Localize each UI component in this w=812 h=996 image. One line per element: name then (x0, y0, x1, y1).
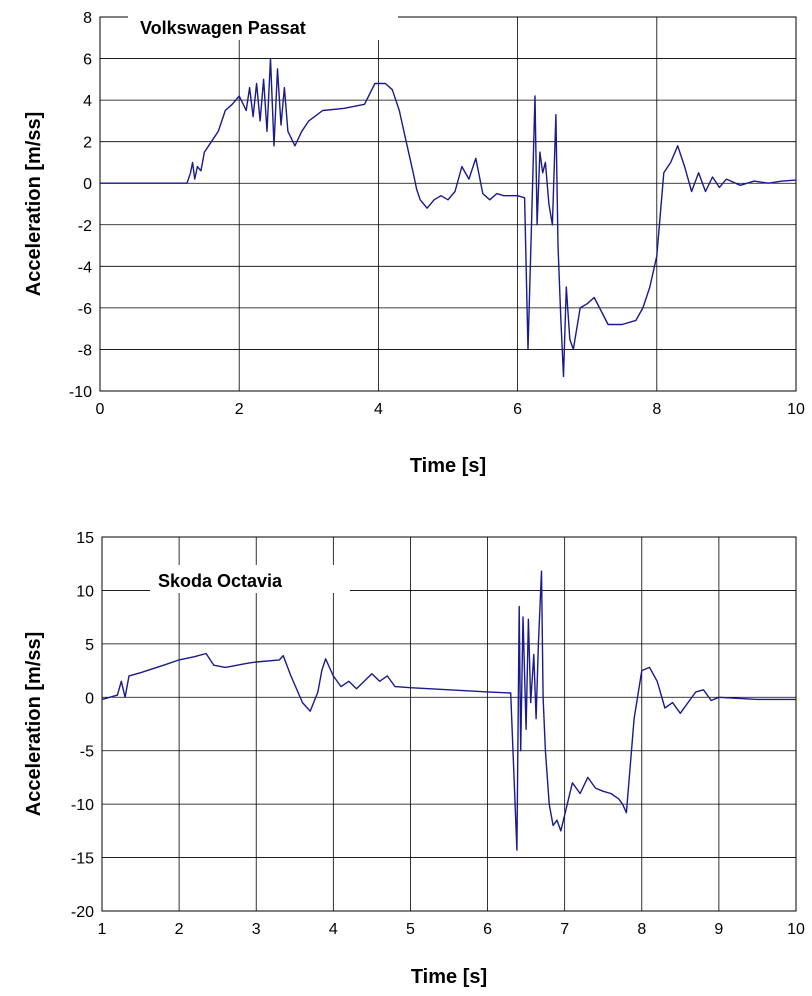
x-axis-label: Time [s] (411, 966, 487, 988)
y-tick-label: 15 (76, 530, 94, 547)
x-tick-label: 4 (374, 401, 383, 418)
x-tick-label: 10 (787, 921, 805, 938)
chart-title-box (128, 12, 398, 40)
x-tick-label: 1 (98, 921, 107, 938)
chart-title-box (150, 565, 350, 593)
y-axis-label: Acceleration [m/ss] (23, 112, 45, 297)
y-tick-label: -10 (69, 384, 92, 401)
y-axis-label: Acceleration [m/ss] (23, 632, 45, 817)
y-tick-label: -8 (78, 342, 92, 359)
y-tick-label: 0 (83, 176, 92, 193)
chart-skoda-octavia: 1 2 3 4 5 6 7 8 9 10 -20 -15 -10 -5 0 5 10 15 Skoda Octavi… (23, 530, 805, 988)
x-tick-label: 7 (560, 921, 569, 938)
x-tick-label: 8 (637, 921, 646, 938)
x-tick-label: 2 (175, 921, 184, 938)
y-tick-label: 10 (76, 583, 94, 600)
chart-title: Volkswagen Passat (140, 18, 306, 38)
y-tick-label: -10 (71, 797, 94, 814)
x-tick-label: 3 (252, 921, 261, 938)
x-tick-label: 6 (513, 401, 522, 418)
x-axis-label: Time [s] (410, 455, 486, 477)
x-tick-label: 8 (652, 401, 661, 418)
x-tick-label: 10 (787, 401, 805, 418)
y-tick-label: 0 (85, 690, 94, 707)
plot-area (101, 536, 797, 912)
y-tick-label: 2 (83, 135, 92, 152)
x-tick-label: 4 (329, 921, 338, 938)
y-tick-label: -15 (71, 851, 94, 868)
chart-title: Skoda Octavia (158, 571, 283, 591)
y-tick-label: -2 (78, 218, 92, 235)
chart-volkswagen-passat: 0 2 4 6 8 10 -10 -8 -6 -4 -2 0 2 4 6 8 Volkswagen Passat… (23, 10, 805, 477)
x-tick-label: 5 (406, 921, 415, 938)
x-tick-label: 6 (483, 921, 492, 938)
y-tick-label: -4 (78, 259, 92, 276)
y-tick-label: 8 (83, 10, 92, 27)
x-tick-label: 9 (714, 921, 723, 938)
x-tick-label: 2 (235, 401, 244, 418)
y-tick-label: 6 (83, 52, 92, 69)
y-tick-label: -5 (80, 744, 94, 761)
plot-area (99, 16, 797, 392)
series-line (101, 570, 796, 851)
x-tick-label: 0 (96, 401, 105, 418)
y-tick-label: 4 (83, 93, 92, 110)
y-tick-label: -20 (71, 904, 94, 921)
series-line (100, 57, 797, 378)
y-tick-label: 5 (85, 637, 94, 654)
y-tick-label: -6 (78, 301, 92, 318)
